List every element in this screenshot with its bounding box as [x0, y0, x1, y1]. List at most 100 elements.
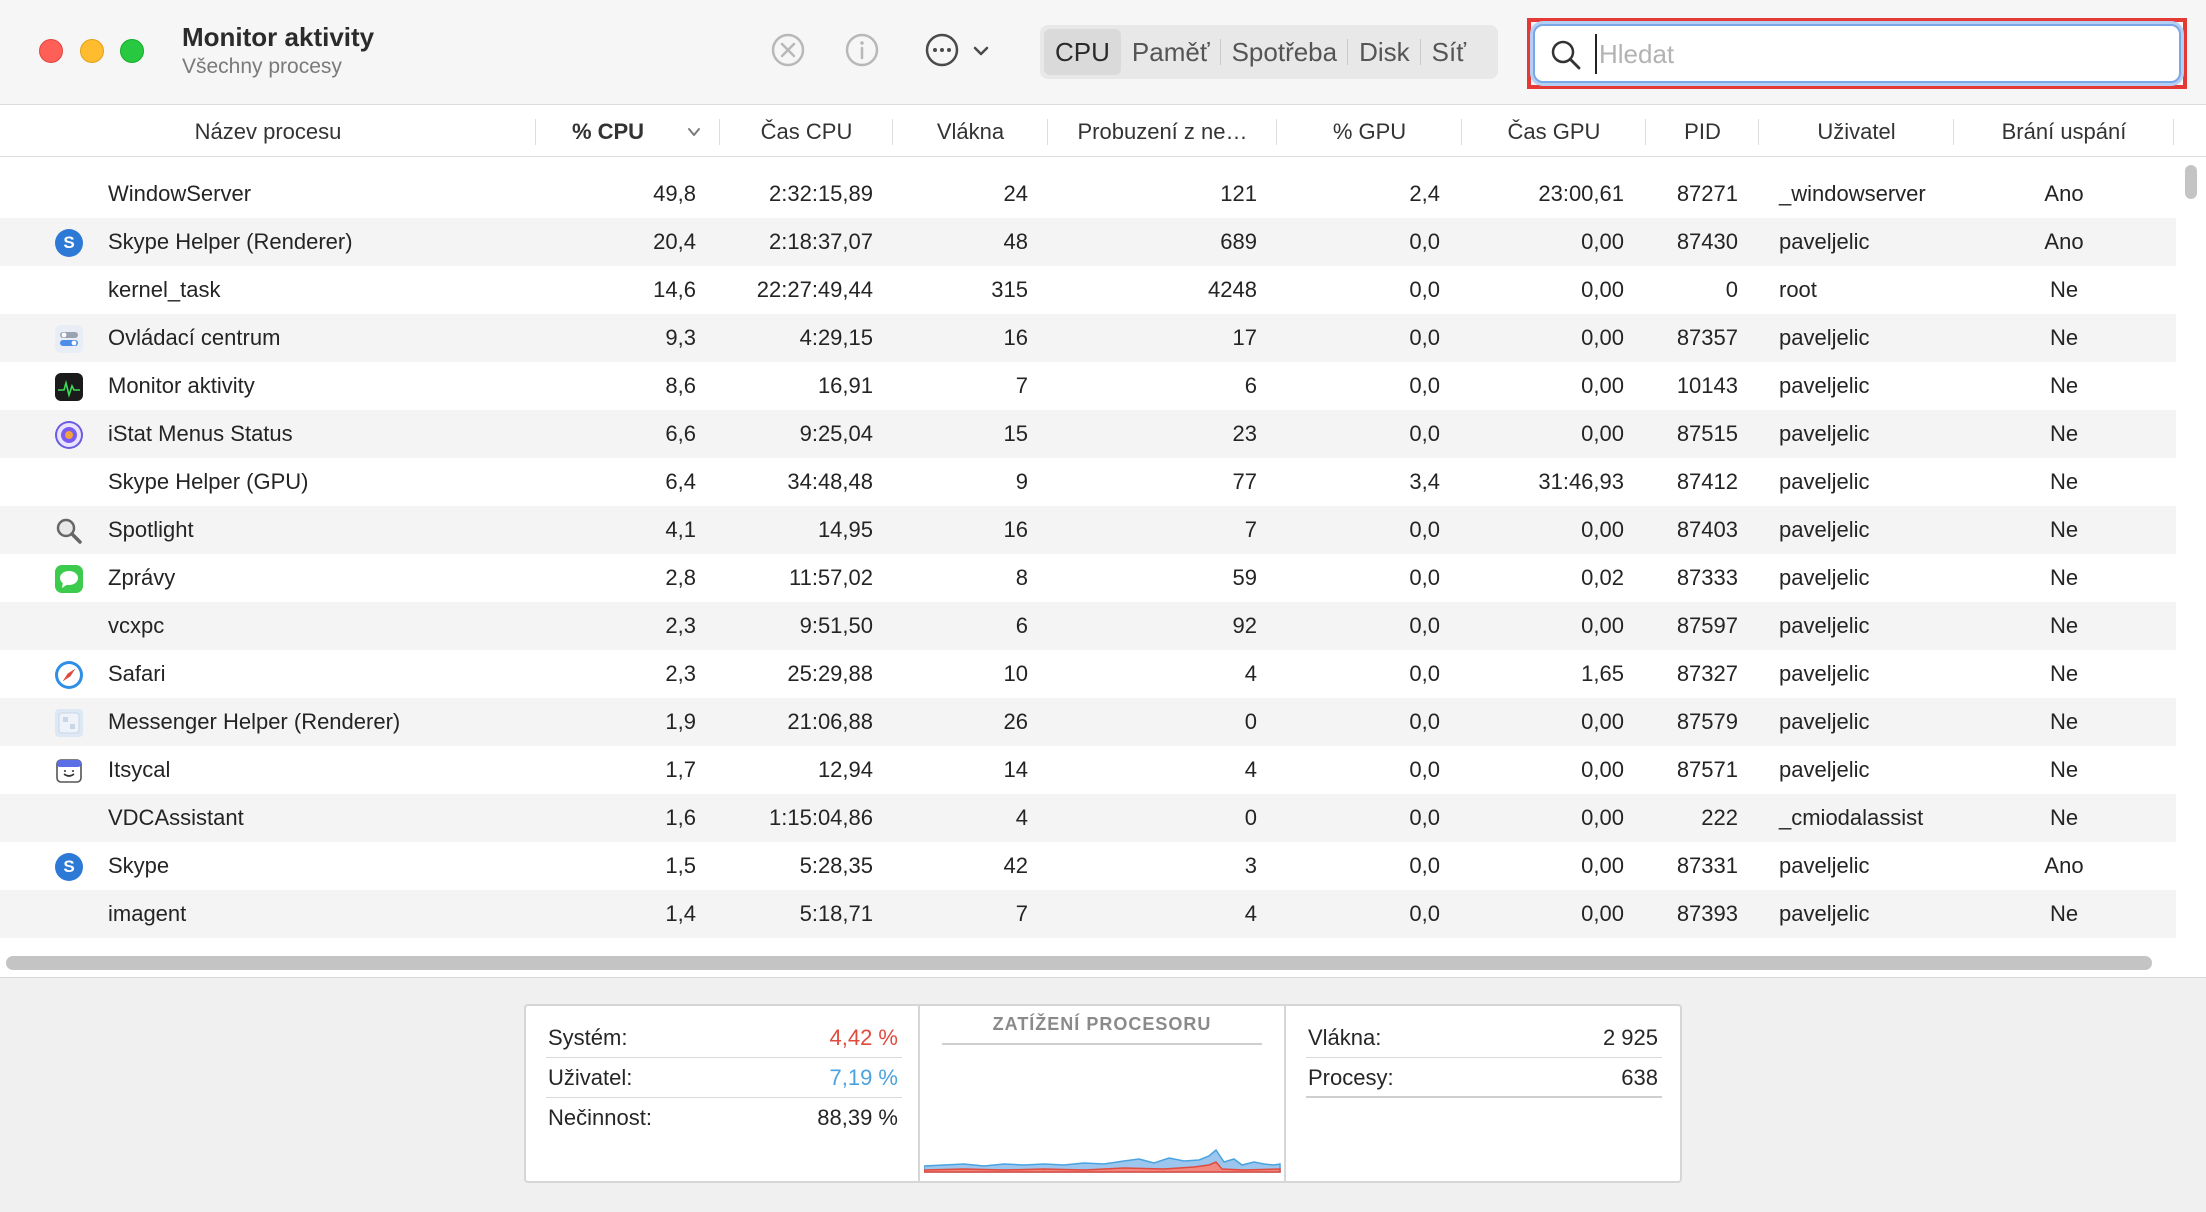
window-subtitle[interactable]: Všechny procesy: [182, 55, 342, 78]
tab-disk[interactable]: Disk: [1347, 29, 1421, 75]
stat-system-label: Systém:: [548, 1025, 628, 1050]
column-header-cpu-time[interactable]: Čas CPU: [720, 107, 893, 157]
cell-gpu: 0,0: [1409, 757, 1440, 782]
process-name: Skype: [108, 853, 170, 878]
close-window-button[interactable]: [39, 39, 63, 63]
sort-descending-icon[interactable]: [686, 124, 702, 140]
column-header-gpu[interactable]: % GPU: [1277, 107, 1462, 157]
cell-pid: 87597: [1676, 613, 1738, 638]
cpu-load-title: ZATÍŽENÍ PROCESORU: [942, 1014, 1262, 1045]
column-header-user[interactable]: Uživatel: [1759, 107, 1954, 157]
skype-icon: S: [55, 229, 83, 257]
info-icon[interactable]: [842, 30, 882, 70]
process-table: WindowServer 49,8 2:32:15,89 24 121 2,4 23:00,…: [0, 170, 2176, 938]
ellipsis-circle-icon[interactable]: [922, 30, 962, 70]
cell-cpu: 8,6: [665, 373, 696, 398]
cell-wakeups: 121: [1220, 181, 1257, 206]
cell-threads: 48: [1003, 229, 1028, 254]
cell-user: paveljelic: [1779, 901, 1870, 926]
table-row[interactable]: Itsycal 1,7 12,94 14 4 0,0 0,00 87571 paveljelic…: [0, 746, 2176, 794]
table-row[interactable]: Zprávy 2,8 11:57,02 8 59 0,0 0,02 87333 paveljel…: [0, 554, 2176, 602]
cell-pid: 87331: [1676, 853, 1738, 878]
cell-pid: 87515: [1676, 421, 1738, 446]
horizontal-scrollbar[interactable]: [6, 956, 2152, 970]
cell-threads: 16: [1003, 517, 1028, 542]
cell-threads: 8: [1015, 565, 1028, 590]
table-row[interactable]: vcxpc 2,3 9:51,50 6 92 0,0 0,00 87597 paveljelic…: [0, 602, 2176, 650]
cell-gpu: 0,0: [1409, 901, 1440, 926]
cell-cpu-time: 9:25,04: [799, 421, 873, 446]
cell-prevent-sleep: Ne: [2049, 469, 2079, 494]
cell-pid: 87327: [1676, 661, 1738, 686]
cell-wakeups: 4: [1244, 901, 1257, 926]
cell-user: paveljelic: [1779, 709, 1870, 734]
table-row[interactable]: Spotlight 4,1 14,95 16 7 0,0 0,00 87403 paveljel…: [0, 506, 2176, 554]
cell-user: _cmiodalassist: [1779, 805, 1924, 830]
search-field[interactable]: [1533, 24, 2181, 83]
cell-pid: 87393: [1676, 901, 1738, 926]
table-row[interactable]: S Skype Helper (Renderer) 20,4 2:18:37,07 48…: [0, 218, 2176, 266]
minimize-window-button[interactable]: [80, 39, 104, 63]
cell-gpu: 0,0: [1409, 277, 1440, 302]
column-header-threads[interactable]: Vlákna: [893, 107, 1048, 157]
zoom-window-button[interactable]: [120, 39, 144, 63]
column-header-cpu[interactable]: % CPU: [536, 107, 720, 157]
cell-prevent-sleep: Ne: [2049, 517, 2079, 542]
cell-cpu-time: 5:18,71: [799, 901, 873, 926]
column-header-wakeups[interactable]: Probuzení z ne…: [1048, 107, 1277, 157]
cell-cpu: 2,8: [665, 565, 696, 590]
column-header-prevent-sleep[interactable]: Brání uspání: [1954, 107, 2174, 157]
tab-network[interactable]: Síť: [1419, 29, 1477, 75]
table-row[interactable]: Ovládací centrum 9,3 4:29,15 16 17 0,0 0,00 873…: [0, 314, 2176, 362]
search-input[interactable]: [1595, 34, 2155, 74]
table-row[interactable]: iStat Menus Status 6,6 9:25,04 15 23 0,0 0,00 8…: [0, 410, 2176, 458]
chevron-down-icon[interactable]: [970, 40, 992, 62]
table-row[interactable]: Safari 2,3 25:29,88 10 4 0,0 1,65 87327 paveljel…: [0, 650, 2176, 698]
table-row[interactable]: Skype Helper (GPU) 6,4 34:48,48 9 77 3,4 31:46…: [0, 458, 2176, 506]
stat-idle-label: Nečinnost:: [548, 1105, 652, 1130]
cell-gpu-time: 31:46,93: [1538, 469, 1624, 494]
cell-gpu: 2,4: [1409, 181, 1440, 206]
cell-user: paveljelic: [1779, 373, 1870, 398]
process-name: VDCAssistant: [108, 805, 244, 830]
cell-wakeups: 77: [1232, 469, 1257, 494]
table-row[interactable]: Monitor aktivity 8,6 16,91 7 6 0,0 0,00 10143 pa…: [0, 362, 2176, 410]
cell-gpu: 0,0: [1409, 373, 1440, 398]
stop-process-icon[interactable]: [768, 30, 808, 70]
cell-prevent-sleep: Ano: [2044, 853, 2084, 878]
cell-pid: 87571: [1676, 757, 1738, 782]
cell-cpu-time: 5:28,35: [799, 853, 873, 878]
tab-memory[interactable]: Paměť: [1131, 37, 1210, 67]
vertical-scrollbar[interactable]: [2185, 165, 2197, 199]
skype-icon: S: [55, 853, 83, 881]
cell-wakeups: 0: [1244, 709, 1257, 734]
cell-wakeups: 92: [1232, 613, 1257, 638]
cell-wakeups: 6: [1244, 373, 1257, 398]
cell-prevent-sleep: Ano: [2044, 229, 2084, 254]
cell-threads: 315: [991, 277, 1028, 302]
tab-cpu[interactable]: CPU: [1044, 29, 1121, 75]
cell-user: _windowserver: [1779, 181, 1926, 206]
tab-energy[interactable]: Spotřeba: [1219, 29, 1349, 75]
cell-gpu-time: 0,00: [1581, 325, 1624, 350]
cell-cpu: 1,5: [665, 853, 696, 878]
cell-prevent-sleep: Ne: [2049, 661, 2079, 686]
cell-pid: 87579: [1676, 709, 1738, 734]
table-row[interactable]: imagent 1,4 5:18,71 7 4 0,0 0,00 87393 paveljeli…: [0, 890, 2176, 938]
table-row[interactable]: WindowServer 49,8 2:32:15,89 24 121 2,4 23:00,…: [0, 170, 2176, 218]
cell-gpu-time: 0,00: [1581, 517, 1624, 542]
cell-threads: 9: [1015, 469, 1028, 494]
table-row[interactable]: Messenger Helper (Renderer) 1,9 21:06,88 26…: [0, 698, 2176, 746]
cell-wakeups: 17: [1232, 325, 1257, 350]
cell-gpu: 0,0: [1409, 421, 1440, 446]
cell-gpu-time: 0,00: [1581, 709, 1624, 734]
column-header-name[interactable]: Název procesu: [0, 107, 536, 157]
stat-processes-value: 638: [1621, 1065, 1658, 1090]
table-row[interactable]: S Skype 1,5 5:28,35 42 3 0,0 0,00 87331 paveljeli…: [0, 842, 2176, 890]
table-row[interactable]: kernel_task 14,6 22:27:49,44 315 4248 0,0 0,00…: [0, 266, 2176, 314]
cell-cpu-time: 12,94: [817, 757, 873, 782]
column-header-pid[interactable]: PID: [1646, 107, 1759, 157]
table-row[interactable]: VDCAssistant 1,6 1:15:04,86 4 0 0,0 0,00 222 _cm…: [0, 794, 2176, 842]
column-header-gpu-time[interactable]: Čas GPU: [1462, 107, 1646, 157]
cell-pid: 87271: [1676, 181, 1738, 206]
